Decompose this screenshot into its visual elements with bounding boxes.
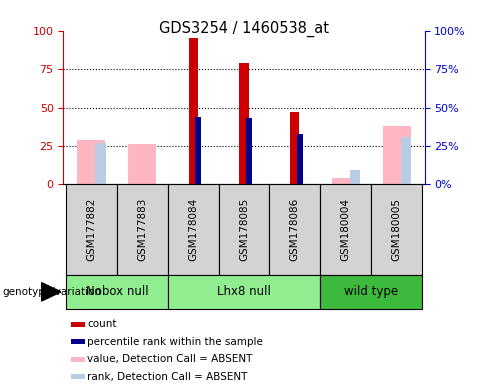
Text: GDS3254 / 1460538_at: GDS3254 / 1460538_at [159, 21, 329, 37]
Text: GSM178086: GSM178086 [290, 198, 300, 261]
FancyBboxPatch shape [168, 275, 320, 309]
Polygon shape [41, 283, 61, 301]
Bar [290, 112, 300, 184]
Bar [350, 170, 360, 184]
Text: wild type: wild type [344, 285, 398, 298]
Text: value, Detection Call = ABSENT: value, Detection Call = ABSENT [87, 354, 252, 364]
FancyBboxPatch shape [371, 184, 422, 275]
Bar [71, 357, 84, 362]
Text: Lhx8 null: Lhx8 null [217, 285, 271, 298]
Bar [195, 117, 201, 184]
Bar [240, 63, 248, 184]
Text: GSM180005: GSM180005 [391, 198, 402, 261]
Bar [246, 118, 252, 184]
FancyBboxPatch shape [117, 184, 168, 275]
Bar [96, 143, 106, 184]
Bar [188, 38, 198, 184]
Text: GSM180004: GSM180004 [341, 198, 351, 261]
FancyBboxPatch shape [269, 184, 320, 275]
FancyBboxPatch shape [168, 184, 219, 275]
Text: genotype/variation: genotype/variation [2, 287, 102, 297]
Text: percentile rank within the sample: percentile rank within the sample [87, 337, 263, 347]
Text: rank, Detection Call = ABSENT: rank, Detection Call = ABSENT [87, 372, 247, 382]
Bar [71, 374, 84, 379]
Text: count: count [87, 319, 117, 329]
Text: GSM177883: GSM177883 [137, 198, 147, 261]
FancyBboxPatch shape [320, 184, 371, 275]
Text: Nobox null: Nobox null [85, 285, 148, 298]
FancyBboxPatch shape [219, 184, 269, 275]
Bar [71, 322, 84, 327]
Bar [383, 126, 410, 184]
Text: GSM178085: GSM178085 [239, 198, 249, 261]
FancyBboxPatch shape [66, 275, 168, 309]
Bar [71, 339, 84, 344]
Bar [297, 134, 303, 184]
FancyBboxPatch shape [66, 184, 117, 275]
Text: GSM177882: GSM177882 [86, 198, 97, 261]
Text: GSM178084: GSM178084 [188, 198, 198, 261]
FancyBboxPatch shape [320, 275, 422, 309]
Bar [401, 137, 411, 184]
Bar [128, 144, 156, 184]
Bar [332, 178, 360, 184]
Bar [78, 140, 105, 184]
